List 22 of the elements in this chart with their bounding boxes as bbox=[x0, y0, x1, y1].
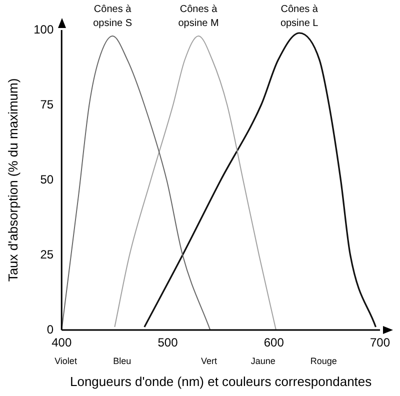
y-tick-label: 100 bbox=[34, 22, 54, 36]
series-label: Cônes à opsine M bbox=[178, 4, 219, 29]
series-label: Cônes à opsine L bbox=[280, 4, 319, 29]
line-series bbox=[114, 36, 276, 330]
x-tick-label: 700 bbox=[370, 336, 390, 350]
y-axis-title: Taux d'absorption (% du maximum) bbox=[5, 78, 20, 282]
text: Violet bbox=[54, 356, 78, 366]
x-axis-title: Longueurs d'onde (nm) et couleurs correspondantes bbox=[70, 374, 372, 389]
y-tick-label: 50 bbox=[40, 172, 54, 186]
series-label: Cônes à opsine S bbox=[93, 4, 132, 29]
x-tick-label: 400 bbox=[52, 336, 72, 350]
y-tick-label: 0 bbox=[46, 322, 54, 336]
text: Vert bbox=[201, 356, 218, 366]
text: Rouge bbox=[310, 356, 337, 366]
y-tick-label: 75 bbox=[40, 97, 54, 112]
y-tick-label: 25 bbox=[40, 247, 54, 262]
text: Jaune bbox=[250, 356, 276, 366]
line-series bbox=[62, 36, 211, 330]
x-tick-label: 600 bbox=[264, 336, 284, 350]
line-series bbox=[144, 32, 377, 328]
text: Bleu bbox=[113, 356, 132, 366]
x-tick-label: 500 bbox=[158, 336, 178, 350]
